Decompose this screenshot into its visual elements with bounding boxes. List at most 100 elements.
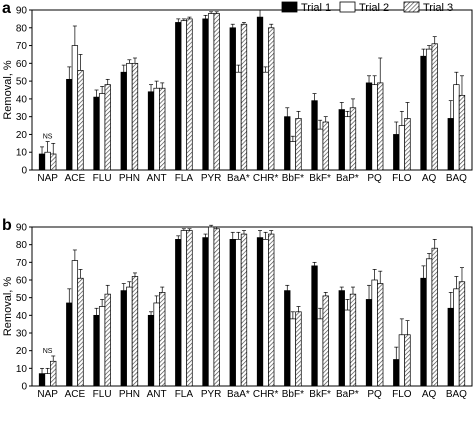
- bar-trial-1: [284, 116, 291, 171]
- category-group: [284, 284, 302, 387]
- x-tick-label: BaA*: [227, 173, 250, 184]
- x-tick-label: BbF*: [282, 389, 304, 400]
- bar-trial-2: [44, 373, 51, 387]
- ns-annotation: NS: [43, 134, 53, 141]
- y-tick-label: 70: [16, 258, 28, 269]
- category-group: [338, 286, 357, 387]
- panel-letter: a: [2, 0, 11, 17]
- x-tick-label: ACE: [65, 389, 86, 400]
- category-group: [447, 71, 466, 171]
- bar-trial-3: [131, 62, 139, 171]
- x-tick-label: NAP: [37, 389, 58, 400]
- category-group: [420, 36, 438, 171]
- category-group: [202, 11, 220, 171]
- x-tick-label: CHR*: [253, 389, 279, 400]
- y-tick-label: 0: [21, 166, 27, 177]
- category-group: [311, 93, 329, 171]
- x-tick-label: FLA: [175, 173, 194, 184]
- bar-trial-3: [377, 82, 384, 171]
- bar-trial-1: [311, 265, 318, 387]
- bar-trial-1: [38, 153, 46, 171]
- category-group: [229, 230, 248, 387]
- category-group: [229, 22, 248, 171]
- category-group: [256, 230, 275, 387]
- bar-trial-3: [458, 281, 466, 387]
- bar-trial-3: [240, 23, 248, 171]
- x-tick-label: PQ: [367, 173, 382, 184]
- category-group: [311, 261, 329, 387]
- x-tick-label: BaP*: [336, 389, 359, 400]
- category-group: [256, 9, 275, 171]
- legend: Trial 1 Trial 2 Trial 3: [281, 1, 453, 14]
- category-group: [365, 269, 384, 387]
- bar-trial-2: [316, 128, 324, 171]
- y-tick-label: 90: [16, 6, 28, 17]
- bar-trial-2: [98, 93, 106, 171]
- bar-trial-2: [235, 239, 242, 387]
- bar-trial-3: [131, 276, 139, 387]
- y-tick-label: 0: [21, 382, 27, 393]
- bar-trial-3: [404, 334, 411, 387]
- legend-item-trial-2: Trial 2: [339, 1, 389, 14]
- bar-trial-1: [420, 277, 427, 387]
- bar-trial-3: [458, 94, 466, 171]
- x-tick-label: FLO: [392, 389, 412, 400]
- bar-trial-3: [104, 293, 111, 387]
- bar-trial-3: [295, 118, 302, 171]
- bar-trial-1: [393, 359, 400, 387]
- bar-trial-1: [447, 307, 454, 387]
- y-axis-label: Removal, %: [2, 277, 14, 337]
- bar-trial-1: [338, 290, 345, 387]
- legend-item-trial-1: Trial 1: [281, 1, 331, 14]
- bar-trial-3: [295, 311, 302, 387]
- bar-trial-1: [365, 82, 373, 171]
- panel-b: b 0 10 20 30 40 50 60 70 80 90 Removal, % NAP ACE FLU P…: [2, 217, 473, 400]
- x-tick-label: PQ: [367, 389, 382, 400]
- x-tick-label: BkF*: [309, 389, 331, 400]
- legend-label: Trial 3: [423, 2, 453, 14]
- bar-trial-2: [344, 116, 351, 171]
- bar-trial-2: [71, 260, 79, 387]
- category-group: [120, 272, 139, 387]
- bar-trial-2: [71, 45, 79, 171]
- category-group: [420, 239, 438, 387]
- x-tick-label: CHR*: [253, 173, 279, 184]
- y-tick-label: 80: [16, 23, 28, 34]
- category-group: [38, 355, 57, 387]
- bar-trial-1: [256, 16, 264, 171]
- x-tick-label: FLA: [175, 389, 194, 400]
- x-tick-label: AQ: [422, 389, 437, 400]
- x-tick-label: FLU: [93, 173, 112, 184]
- y-tick-label: 50: [16, 293, 28, 304]
- y-tick-label: 10: [16, 148, 28, 159]
- bar-trial-1: [93, 96, 100, 171]
- category-group: [365, 57, 384, 171]
- y-tick-label: 50: [16, 77, 28, 88]
- bar-trial-3: [268, 27, 275, 171]
- category-group: [202, 224, 220, 387]
- bar-trial-1: [147, 314, 155, 387]
- category-group: [175, 228, 193, 387]
- bar-trial-1: [93, 314, 100, 387]
- category-group: [175, 16, 193, 171]
- bar-trial-1: [338, 109, 345, 171]
- y-tick-label: 90: [16, 223, 28, 234]
- x-tick-label: ANT: [147, 389, 167, 400]
- x-tick-label: BAQ: [446, 173, 467, 184]
- y-tick-label: 70: [16, 41, 28, 52]
- category-group: [93, 284, 111, 387]
- x-tick-label: PYR: [201, 173, 222, 184]
- x-tick-label: PHN: [119, 389, 140, 400]
- bar-trial-1: [229, 239, 236, 387]
- bar-trial-2: [126, 286, 133, 387]
- bar-trial-2: [453, 84, 460, 171]
- panel-a: a 0 10 20 30 40 50 60 70 80 90 Removal, % NAP ACE FLU P…: [2, 0, 473, 184]
- bar-trial-2: [344, 309, 351, 387]
- category-group: [393, 102, 411, 171]
- plot-frame: [31, 226, 473, 387]
- category-group: [38, 141, 57, 171]
- x-tick-label: PYR: [201, 389, 222, 400]
- y-tick-label: 20: [16, 130, 28, 141]
- y-tick-label: 10: [16, 364, 28, 375]
